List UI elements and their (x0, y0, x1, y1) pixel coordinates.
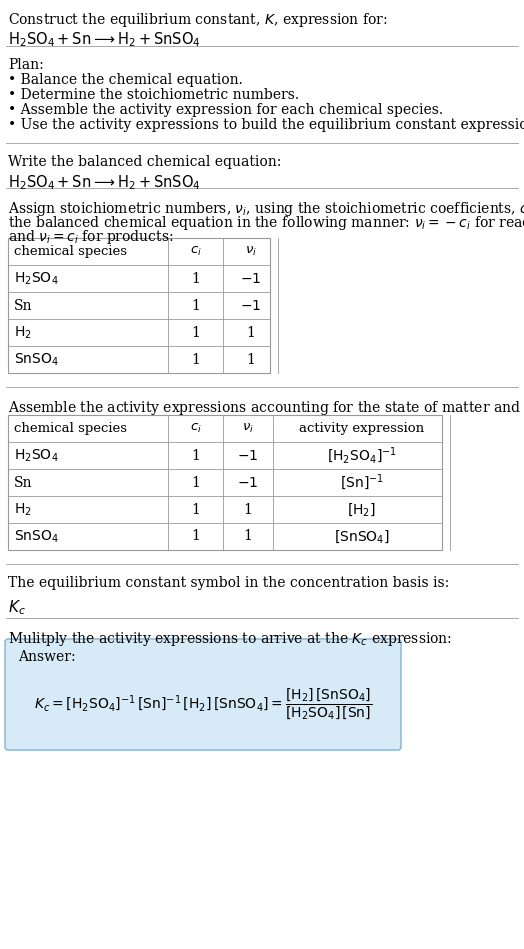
Text: $c_i$: $c_i$ (190, 422, 201, 435)
Text: 1: 1 (191, 449, 200, 462)
Text: Assign stoichiometric numbers, $\nu_i$, using the stoichiometric coefficients, $: Assign stoichiometric numbers, $\nu_i$, … (8, 200, 524, 218)
FancyBboxPatch shape (5, 639, 401, 750)
Text: $[\mathrm{H_2}]$: $[\mathrm{H_2}]$ (347, 501, 376, 518)
Text: $\mathrm{SnSO_4}$: $\mathrm{SnSO_4}$ (14, 529, 59, 545)
Text: $K_c$: $K_c$ (8, 598, 26, 617)
Text: Construct the equilibrium constant, $K$, expression for:: Construct the equilibrium constant, $K$,… (8, 11, 388, 29)
Text: $\mathrm{H_2}$: $\mathrm{H_2}$ (14, 501, 32, 518)
Text: Answer:: Answer: (18, 650, 75, 664)
Text: $\mathrm{H_2SO_4}$: $\mathrm{H_2SO_4}$ (14, 447, 59, 464)
Text: $-1$: $-1$ (237, 475, 259, 490)
Text: 1: 1 (244, 503, 253, 516)
Text: • Determine the stoichiometric numbers.: • Determine the stoichiometric numbers. (8, 88, 299, 102)
Text: • Assemble the activity expression for each chemical species.: • Assemble the activity expression for e… (8, 103, 443, 117)
Bar (8, 415, 442, 550)
Text: Assemble the activity expressions accounting for the state of matter and $\nu_i$: Assemble the activity expressions accoun… (8, 399, 524, 417)
Text: 1: 1 (191, 326, 200, 340)
Text: 1: 1 (191, 475, 200, 490)
Text: $-1$: $-1$ (240, 299, 261, 312)
Text: $c_i$: $c_i$ (190, 245, 201, 258)
Text: $\nu_i$: $\nu_i$ (242, 422, 254, 435)
Text: $\mathrm{H_2SO_4 + Sn \longrightarrow H_2 + SnSO_4}$: $\mathrm{H_2SO_4 + Sn \longrightarrow H_… (8, 30, 201, 48)
Text: chemical species: chemical species (14, 422, 127, 435)
Text: Mulitply the activity expressions to arrive at the $K_c$ expression:: Mulitply the activity expressions to arr… (8, 630, 452, 648)
Text: $[\mathrm{SnSO_4}]$: $[\mathrm{SnSO_4}]$ (334, 528, 389, 545)
Text: Sn: Sn (14, 475, 32, 490)
Text: 1: 1 (191, 530, 200, 544)
Text: $-1$: $-1$ (240, 271, 261, 286)
Text: $-1$: $-1$ (237, 449, 259, 462)
Text: Plan:: Plan: (8, 58, 43, 72)
Text: • Use the activity expressions to build the equilibrium constant expression.: • Use the activity expressions to build … (8, 118, 524, 132)
Text: $\nu_i$: $\nu_i$ (245, 245, 256, 258)
Text: 1: 1 (191, 271, 200, 286)
Text: 1: 1 (191, 503, 200, 516)
Text: 1: 1 (246, 352, 255, 366)
Text: $[\mathrm{H_2SO_4}]^{-1}$: $[\mathrm{H_2SO_4}]^{-1}$ (326, 445, 397, 466)
Text: 1: 1 (191, 299, 200, 312)
Text: 1: 1 (244, 530, 253, 544)
Text: 1: 1 (246, 326, 255, 340)
Bar (8, 238, 270, 373)
Text: $[\mathrm{Sn}]^{-1}$: $[\mathrm{Sn}]^{-1}$ (340, 473, 384, 493)
Text: the balanced chemical equation in the following manner: $\nu_i = -c_i$ for react: the balanced chemical equation in the fo… (8, 214, 524, 232)
Text: $\mathrm{H_2SO_4 + Sn \longrightarrow H_2 + SnSO_4}$: $\mathrm{H_2SO_4 + Sn \longrightarrow H_… (8, 173, 201, 192)
Text: $\mathrm{H_2SO_4}$: $\mathrm{H_2SO_4}$ (14, 270, 59, 287)
Text: and $\nu_i = c_i$ for products:: and $\nu_i = c_i$ for products: (8, 228, 173, 246)
Text: • Balance the chemical equation.: • Balance the chemical equation. (8, 73, 243, 87)
Text: $K_c = [\mathrm{H_2SO_4}]^{-1}\,[\mathrm{Sn}]^{-1}\,[\mathrm{H_2}]\,[\mathrm{SnS: $K_c = [\mathrm{H_2SO_4}]^{-1}\,[\mathrm… (34, 687, 372, 722)
Text: Sn: Sn (14, 299, 32, 312)
Text: 1: 1 (191, 352, 200, 366)
Text: chemical species: chemical species (14, 245, 127, 258)
Text: Write the balanced chemical equation:: Write the balanced chemical equation: (8, 155, 281, 169)
Text: $\mathrm{SnSO_4}$: $\mathrm{SnSO_4}$ (14, 351, 59, 367)
Text: $\mathrm{H_2}$: $\mathrm{H_2}$ (14, 325, 32, 341)
Text: activity expression: activity expression (299, 422, 424, 435)
Text: The equilibrium constant symbol in the concentration basis is:: The equilibrium constant symbol in the c… (8, 576, 449, 590)
